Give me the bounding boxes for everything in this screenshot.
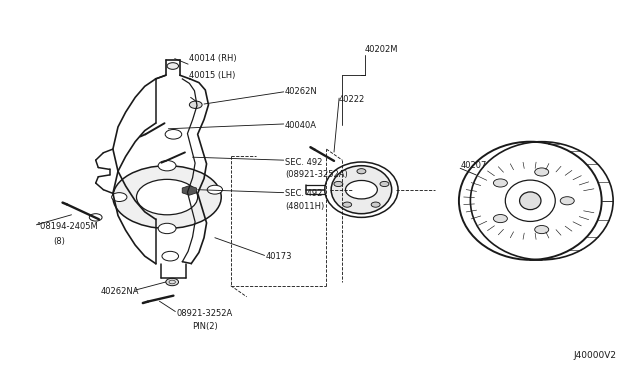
Ellipse shape (331, 166, 392, 214)
Text: 40015 (LH): 40015 (LH) (189, 71, 236, 80)
Circle shape (334, 182, 343, 187)
Circle shape (380, 182, 389, 187)
Circle shape (493, 215, 508, 222)
Circle shape (166, 278, 179, 286)
Circle shape (207, 185, 223, 194)
Text: 40222: 40222 (339, 95, 365, 104)
Circle shape (343, 202, 351, 207)
Circle shape (560, 197, 574, 205)
Text: 40262NA: 40262NA (100, 287, 139, 296)
Circle shape (113, 166, 221, 228)
Circle shape (165, 129, 182, 139)
Text: 40040A: 40040A (285, 121, 317, 129)
Text: (8): (8) (54, 237, 65, 246)
Text: 40173: 40173 (266, 251, 292, 261)
Text: 40207: 40207 (460, 161, 486, 170)
Circle shape (493, 179, 508, 187)
Ellipse shape (520, 192, 541, 210)
Circle shape (534, 225, 548, 234)
Circle shape (90, 214, 102, 221)
Text: °08194-2405M: °08194-2405M (36, 222, 98, 231)
Text: 08921-3252A: 08921-3252A (177, 309, 233, 318)
Circle shape (371, 202, 380, 207)
Circle shape (189, 101, 202, 109)
Text: (48011H): (48011H) (285, 202, 324, 211)
Text: 40262N: 40262N (285, 87, 317, 96)
Circle shape (167, 62, 179, 69)
Text: SEC. 492: SEC. 492 (285, 157, 323, 167)
Text: J40000V2: J40000V2 (573, 350, 616, 359)
Circle shape (158, 223, 176, 234)
Text: (08921-3252A): (08921-3252A) (285, 170, 348, 179)
Circle shape (111, 193, 127, 202)
Text: SEC. 492: SEC. 492 (285, 189, 323, 198)
Circle shape (162, 251, 179, 261)
Circle shape (136, 179, 198, 215)
Circle shape (158, 161, 176, 171)
Circle shape (534, 168, 548, 176)
Circle shape (357, 169, 366, 174)
Text: PIN(2): PIN(2) (193, 322, 218, 331)
Circle shape (346, 180, 378, 199)
Text: 40202M: 40202M (365, 45, 398, 54)
Text: 40014 (RH): 40014 (RH) (189, 54, 237, 63)
